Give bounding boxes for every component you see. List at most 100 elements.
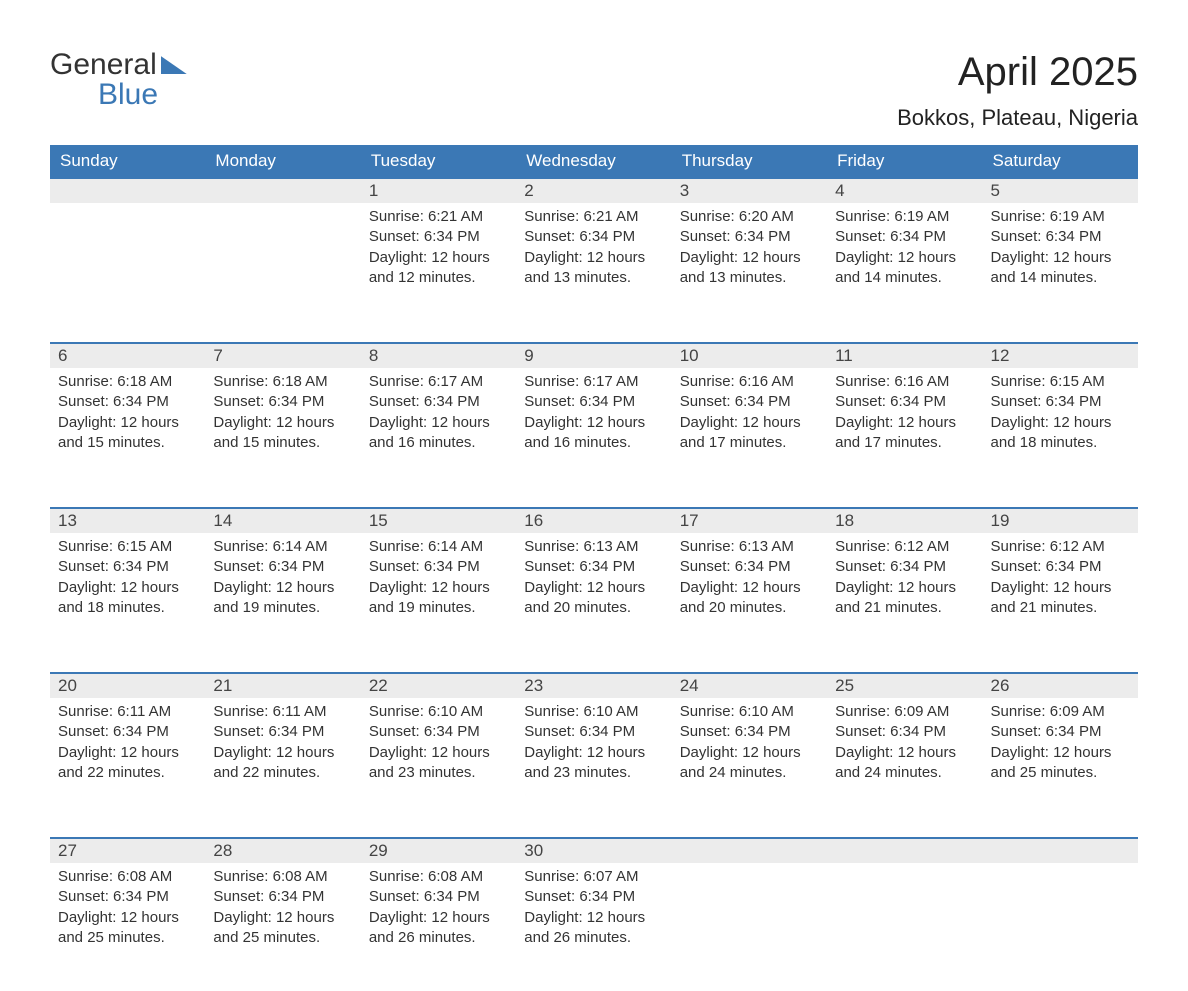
daylight-line: Daylight: 12 hours and 15 minutes. [213,413,352,454]
sunrise-line-label: Sunrise: [369,373,428,390]
day-cell: Sunrise: 6:14 AMSunset: 6:34 PMDaylight:… [205,533,360,661]
sunset-line: Sunset: 6:34 PM [680,557,819,577]
sunrise-line-value: 6:15 AM [117,538,172,555]
sunrise-line: Sunrise: 6:21 AM [524,207,663,227]
sunset-line-label: Sunset: [58,723,113,740]
day-number-cell: 27 [50,838,205,863]
day-cell: Sunrise: 6:10 AMSunset: 6:34 PM Daylight:… [672,698,827,826]
day-number-cell: 21 [205,673,360,698]
empty-daynum-cell [205,178,360,203]
day-number-cell: 23 [516,673,671,698]
daylight-line: Daylight: 12 hours and 20 minutes. [680,578,819,619]
sunrise-line-value: 6:12 AM [1050,538,1105,555]
sunset-line-value: 6:34 PM [424,558,480,575]
day-number-cell: 13 [50,508,205,533]
daylight-line: Daylight: 12 hours and 19 minutes. [213,578,352,619]
weekday-header: Wednesday [516,145,671,178]
sunrise-line-value: 6:09 AM [894,703,949,720]
sunset-line-label: Sunset: [991,393,1046,410]
daylight-line: Daylight: 12 hours and 16 minutes. [369,413,508,454]
week-spacer [50,496,1138,508]
sunrise-line-label: Sunrise: [58,373,117,390]
sunrise-line-label: Sunrise: [58,868,117,885]
sunrise-line: Sunrise: 6:10 AM [680,702,819,722]
daylight-line: Daylight: 12 hours and 20 minutes. [524,578,663,619]
empty-day-cell [50,203,205,331]
day-number-cell: 3 [672,178,827,203]
day-cell: Sunrise: 6:19 AMSunset: 6:34 PMDaylight:… [983,203,1138,331]
sunset-line-value: 6:34 PM [890,393,946,410]
day-cell: Sunrise: 6:12 AMSunset: 6:34 PMDaylight:… [827,533,982,661]
sunset-line-value: 6:34 PM [113,558,169,575]
sunset-line-label: Sunset: [524,393,579,410]
sunset-line-label: Sunset: [213,888,268,905]
sunrise-line-label: Sunrise: [369,538,428,555]
empty-day-cell [983,863,1138,991]
sunset-line-label: Sunset: [524,558,579,575]
sunrise-line-value: 6:18 AM [273,373,328,390]
sunrise-line-value: 6:10 AM [739,703,794,720]
sunset-line-value: 6:34 PM [890,558,946,575]
sunset-line: Sunset: 6:34 PM [58,392,197,412]
daylight-line: Daylight: 12 hours and 22 minutes. [58,743,197,784]
sunrise-line: Sunrise: 6:14 AM [369,537,508,557]
daylight-label: Daylight: [680,744,738,761]
sunrise-line-label: Sunrise: [680,703,739,720]
logo-triangle-icon [161,56,187,74]
day-cell: Sunrise: 6:08 AMSunset: 6:34 PMDaylight:… [361,863,516,991]
sunrise-line: Sunrise: 6:07 AM [524,867,663,887]
sunrise-line-value: 6:18 AM [117,373,172,390]
sunrise-line-label: Sunrise: [58,703,117,720]
sunset-line-label: Sunset: [835,393,890,410]
sunrise-line: Sunrise: 6:20 AM [680,207,819,227]
calendar-header-row: SundayMondayTuesdayWednesdayThursdayFrid… [50,145,1138,178]
sunrise-line: Sunrise: 6:09 AM [835,702,974,722]
day-number-cell: 26 [983,673,1138,698]
day-cell: Sunrise: 6:17 AMSunset: 6:34 PMDaylight:… [516,368,671,496]
daylight-line: Daylight: 12 hours and 26 minutes. [369,908,508,949]
daylight-label: Daylight: [524,744,582,761]
sunset-line: Sunset: 6:34 PM [524,392,663,412]
day-cell: Sunrise: 6:15 AMSunset: 6:34 PMDaylight:… [983,368,1138,496]
sunset-line: Sunset: 6:34 PM [58,557,197,577]
day-cell: Sunrise: 6:09 AMSunset: 6:34 PMDaylight:… [827,698,982,826]
sunset-line: Sunset: 6:34 PM [213,392,352,412]
daylight-label: Daylight: [58,909,116,926]
daylight-label: Daylight: [524,579,582,596]
sunrise-line-value: 6:21 AM [428,208,483,225]
day-number-cell: 19 [983,508,1138,533]
sunset-line-label: Sunset: [680,723,735,740]
week-spacer [50,661,1138,673]
sunrise-line-label: Sunrise: [835,208,894,225]
day-number-cell: 24 [672,673,827,698]
sunset-line: Sunset: 6:34 PM [835,722,974,742]
day-number-cell: 4 [827,178,982,203]
empty-daynum-cell [983,838,1138,863]
daylight-line: Daylight: 12 hours and 26 minutes. [524,908,663,949]
sunset-line-value: 6:34 PM [1046,558,1102,575]
day-number-cell: 6 [50,343,205,368]
sunset-line-label: Sunset: [524,228,579,245]
sunset-line: Sunset: 6:34 PM [369,227,508,247]
day-cell: Sunrise: 6:07 AMSunset: 6:34 PMDaylight:… [516,863,671,991]
daynum-row: 12345 [50,178,1138,203]
sunset-line-value: 6:34 PM [735,723,791,740]
sunset-line-value: 6:34 PM [579,393,635,410]
brand-word-2: Blue [98,80,187,110]
sunset-line-value: 6:34 PM [579,888,635,905]
daylight-line: Daylight: 12 hours and 13 minutes. [524,248,663,289]
daynum-row: 6789101112 [50,343,1138,368]
daylight-line: Daylight: 12 hours and 17 minutes. [835,413,974,454]
spacer-cell [50,661,1138,673]
sunset-line: Sunset: 6:34 PM [369,722,508,742]
day-number-cell: 1 [361,178,516,203]
sunrise-line: Sunrise: 6:13 AM [680,537,819,557]
sunrise-line: Sunrise: 6:17 AM [524,372,663,392]
daylight-line: Daylight: 12 hours and 14 minutes. [991,248,1130,289]
sunset-line-label: Sunset: [213,558,268,575]
daylight-line: Daylight: 12 hours and 24 minutes. [680,743,819,784]
sunset-line-label: Sunset: [58,558,113,575]
sunrise-line-value: 6:17 AM [583,373,638,390]
daylight-label: Daylight: [369,249,427,266]
day-number-cell: 22 [361,673,516,698]
